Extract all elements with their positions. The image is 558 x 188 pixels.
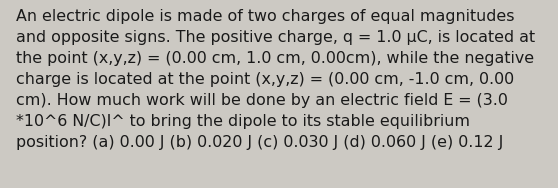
Text: An electric dipole is made of two charges of equal magnitudes
and opposite signs: An electric dipole is made of two charge… xyxy=(16,9,535,150)
